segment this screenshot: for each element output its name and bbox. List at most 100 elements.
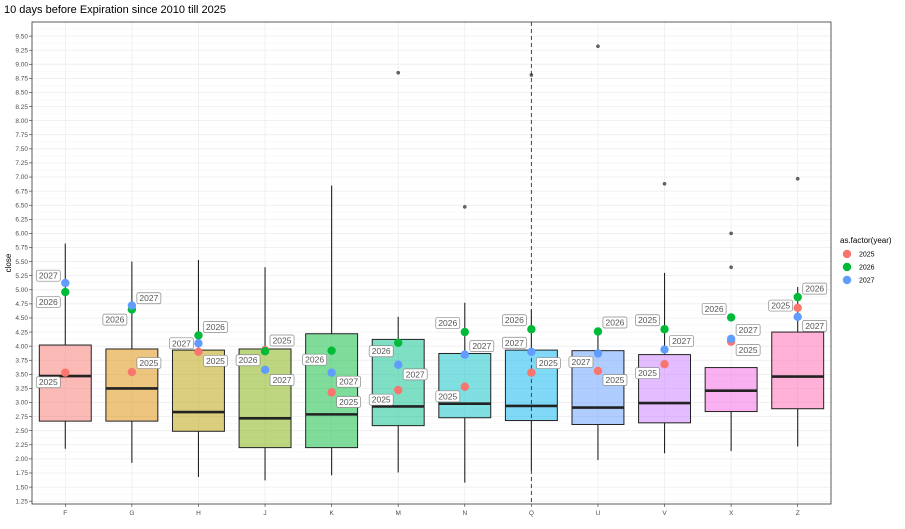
label-text: 2026 bbox=[605, 317, 624, 327]
label-text: 2025 bbox=[771, 301, 790, 311]
label-box bbox=[735, 344, 761, 356]
label-text: 2025 bbox=[139, 358, 158, 368]
label-box bbox=[235, 354, 261, 367]
label-box bbox=[203, 354, 228, 367]
y-tick-label: 2.75 bbox=[15, 414, 28, 421]
point-label: 2026 bbox=[602, 316, 628, 329]
point-2026 bbox=[527, 325, 536, 334]
outlier-point bbox=[795, 176, 800, 181]
y-axis-ticks: 1.25 1.50 1.75 2.00 2.25 2.50 2.75 3.00 3.25 3.50… bbox=[15, 33, 32, 505]
point-label: 2025 bbox=[435, 390, 461, 403]
point-2026 bbox=[660, 325, 669, 334]
label-text: 2026 bbox=[805, 284, 824, 294]
label-box bbox=[269, 374, 295, 386]
label-text: 2027 bbox=[739, 325, 758, 335]
label-box bbox=[302, 353, 327, 366]
legend-label: 2025 bbox=[859, 252, 875, 259]
point-label: 2026 bbox=[203, 321, 228, 333]
label-box bbox=[203, 321, 228, 333]
x-tick-label: F bbox=[63, 510, 67, 517]
point-label: 2025 bbox=[136, 357, 162, 369]
grid-lines bbox=[32, 22, 831, 504]
label-text: 2026 bbox=[239, 355, 258, 365]
point-label: 2025 bbox=[768, 299, 794, 312]
label-box bbox=[35, 269, 61, 282]
point-2025 bbox=[793, 303, 802, 313]
point-2025 bbox=[327, 388, 336, 397]
label-box bbox=[336, 375, 361, 388]
label-box bbox=[402, 368, 428, 381]
y-tick-label: 1.50 bbox=[15, 484, 28, 491]
y-tick-label: 5.00 bbox=[15, 287, 28, 294]
point-2027 bbox=[793, 312, 802, 322]
year-points bbox=[61, 278, 802, 397]
y-tick-label: 9.50 bbox=[15, 33, 28, 40]
y-tick-label: 4.25 bbox=[15, 329, 28, 336]
boxplot-X bbox=[704, 231, 758, 452]
y-tick-label: 6.00 bbox=[15, 231, 28, 238]
label-text: 2026 bbox=[105, 315, 124, 325]
point-label: 2026 bbox=[35, 296, 61, 309]
label-box bbox=[502, 314, 527, 327]
point-label: 2027 bbox=[336, 375, 361, 388]
y-tick-label: 2.25 bbox=[15, 442, 28, 449]
y-tick-label: 4.50 bbox=[15, 315, 28, 322]
outlier-point bbox=[596, 44, 600, 49]
label-text: 2025 bbox=[273, 336, 292, 346]
point-label: 2026 bbox=[502, 314, 527, 327]
x-tick-label: M bbox=[395, 510, 400, 517]
point-label: 2027 bbox=[469, 340, 495, 353]
label-box bbox=[435, 390, 461, 403]
x-tick-label: V bbox=[662, 510, 667, 517]
point-2027 bbox=[726, 334, 736, 344]
label-box bbox=[502, 336, 527, 349]
y-tick-label: 5.50 bbox=[15, 259, 28, 266]
y-tick-label: 1.75 bbox=[15, 470, 28, 477]
x-tick-label: Q bbox=[529, 510, 534, 517]
y-tick-label: 3.75 bbox=[15, 357, 28, 364]
label-box bbox=[802, 282, 828, 295]
label-text: 2025 bbox=[438, 391, 457, 401]
label-text: 2026 bbox=[438, 318, 457, 328]
label-box bbox=[802, 320, 828, 332]
label-box bbox=[169, 337, 194, 350]
label-box bbox=[469, 340, 495, 353]
point-label: 2025 bbox=[336, 396, 361, 408]
point-label: 2026 bbox=[302, 353, 327, 366]
label-text: 2027 bbox=[139, 293, 158, 303]
point-2027 bbox=[593, 349, 603, 358]
y-tick-label: 7.50 bbox=[15, 146, 28, 153]
label-text: 2025 bbox=[638, 315, 657, 325]
label-text: 2025 bbox=[339, 397, 358, 407]
label-box bbox=[568, 356, 594, 368]
point-2025 bbox=[660, 359, 669, 369]
point-2025 bbox=[593, 366, 603, 376]
y-tick-label: 9.00 bbox=[15, 61, 28, 68]
label-text: 2027 bbox=[672, 336, 691, 346]
label-text: 2025 bbox=[372, 395, 391, 405]
point-2027 bbox=[394, 360, 403, 369]
y-tick-label: 5.25 bbox=[15, 273, 28, 280]
label-text: 2026 bbox=[705, 304, 724, 314]
point-2026 bbox=[460, 327, 469, 337]
y-tick-label: 6.50 bbox=[15, 202, 28, 209]
outlier-point bbox=[729, 231, 733, 236]
x-tick-label: U bbox=[596, 510, 601, 517]
plot-panel bbox=[32, 22, 831, 504]
label-box bbox=[136, 292, 162, 305]
point-2027 bbox=[61, 278, 70, 288]
point-label: 2027 bbox=[568, 356, 594, 368]
x-tick-label: K bbox=[329, 510, 334, 517]
point-2025 bbox=[61, 368, 70, 377]
label-text: 2025 bbox=[539, 358, 558, 368]
label-box bbox=[35, 376, 61, 389]
outlier-point bbox=[729, 265, 733, 270]
point-label: 2027 bbox=[402, 368, 428, 381]
point-2026 bbox=[793, 292, 802, 302]
label-box bbox=[336, 396, 361, 408]
legend: as.factor(year) 2025 2026 2027 bbox=[840, 236, 892, 285]
legend-label: 2027 bbox=[859, 278, 875, 285]
point-label: 2026 bbox=[235, 354, 261, 367]
label-text: 2025 bbox=[206, 356, 225, 366]
